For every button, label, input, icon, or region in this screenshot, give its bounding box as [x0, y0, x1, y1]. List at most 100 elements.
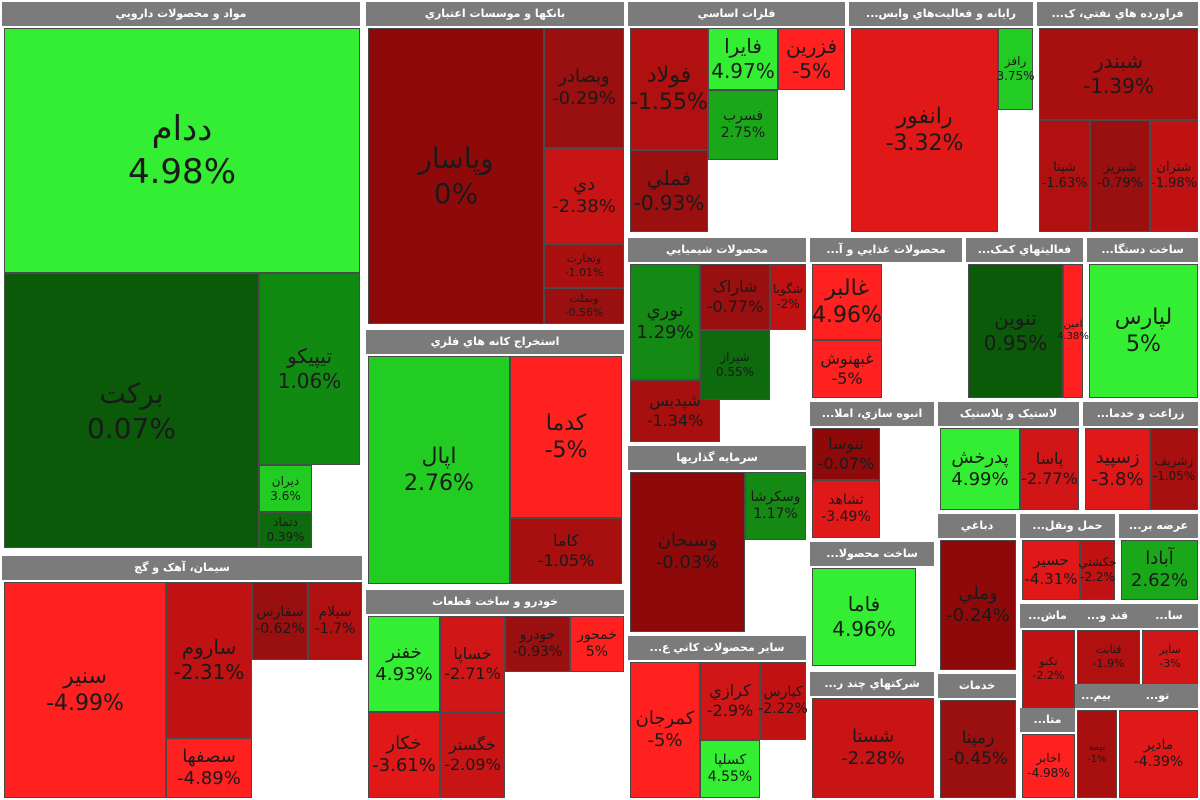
stock-tile[interactable]: کمرجان -5% — [630, 662, 700, 798]
sector-title: استخراج کانه هاي فلزي — [366, 330, 624, 354]
stock-change: -2.71% — [444, 664, 501, 683]
stock-tile[interactable]: غبهنوش -5% — [812, 340, 882, 398]
stock-tile[interactable]: شتران -1.98% — [1150, 120, 1198, 232]
stock-tile[interactable]: پدرخش 4.99% — [940, 428, 1020, 510]
stock-tile[interactable]: سفارس -0.62% — [252, 582, 308, 660]
stock-tile[interactable]: غالبر 4.96% — [812, 264, 882, 340]
stock-tile[interactable]: نوري 1.29% — [630, 264, 700, 380]
stock-tile[interactable]: قثابت -1.9% — [1077, 630, 1140, 684]
stock-tile[interactable]: ثشاهد -3.49% — [812, 480, 880, 538]
stock-tile[interactable]: تنوين 0.95% — [968, 264, 1063, 398]
stock-change: -1.98% — [1151, 176, 1197, 191]
stock-tile[interactable]: شاراک -0.77% — [700, 264, 770, 330]
stock-tile[interactable]: کاما -1.05% — [510, 518, 622, 584]
stock-symbol: وملي — [958, 582, 998, 604]
stock-symbol: سنير — [63, 663, 107, 689]
stock-tile[interactable]: امين 4.38% — [1057, 264, 1089, 398]
stock-symbol: خفنر — [386, 641, 422, 663]
stock-change: -0.07% — [817, 454, 875, 473]
stock-tile[interactable]: فسرب 2.75% — [708, 90, 778, 160]
stock-tile[interactable]: کسلپا 4.55% — [700, 740, 760, 798]
stock-tile[interactable]: ساير -3% — [1142, 630, 1198, 684]
stock-tile[interactable]: اخابر -4.98% — [1022, 734, 1075, 798]
stock-change: -1.05% — [537, 551, 595, 570]
stock-tile[interactable]: وتجارت -1.01% — [544, 244, 624, 288]
stock-tile[interactable]: برکت 0.07% — [4, 273, 259, 548]
stock-tile[interactable]: مادير -4.39% — [1119, 710, 1198, 798]
stock-tile[interactable]: خساپا -2.71% — [440, 616, 505, 712]
stock-tile[interactable]: شستا -2.28% — [812, 698, 934, 798]
sector-title: سيمان، آهک و گچ — [2, 556, 362, 580]
stock-change: -2.09% — [444, 755, 501, 774]
stock-symbol: اخابر — [1036, 751, 1061, 765]
stock-tile[interactable]: وپاسار 0% — [368, 28, 544, 324]
stock-symbol: تکنو — [1039, 655, 1058, 669]
stock-tile[interactable]: وملي -0.24% — [940, 540, 1016, 670]
stock-tile[interactable]: ساروم -2.31% — [166, 582, 252, 738]
stock-change: -1% — [1087, 754, 1107, 765]
stock-tile[interactable]: خودرو -0.93% — [505, 616, 570, 672]
stock-tile[interactable]: سيلام -1.7% — [308, 582, 362, 660]
stock-tile[interactable]: دي -2.38% — [544, 148, 624, 244]
stock-change: -1.63% — [1041, 176, 1088, 191]
stock-symbol: مادير — [1143, 736, 1174, 753]
stock-tile[interactable]: رافز 3.75% — [996, 28, 1035, 110]
stock-tile[interactable]: زسپيد -3.8% — [1085, 428, 1150, 510]
stock-tile[interactable]: خگستر -2.09% — [440, 712, 505, 798]
stock-tile[interactable]: تيپيکو 1.06% — [259, 273, 360, 465]
stock-tile[interactable]: اپال 2.76% — [368, 356, 510, 584]
stock-tile[interactable]: کدما -5% — [510, 356, 622, 518]
stock-tile[interactable]: وسکرشا 1.17% — [745, 472, 806, 540]
stock-symbol: شگويا — [773, 282, 803, 296]
stock-tile[interactable]: ديران 3.6% — [259, 465, 312, 512]
stock-tile[interactable]: خمحور 5% — [570, 616, 624, 672]
stock-change: -2% — [776, 297, 800, 311]
stock-tile[interactable]: وبصادر -0.29% — [544, 28, 624, 148]
stock-tile[interactable]: شيراز 0.55% — [700, 330, 770, 400]
stock-tile[interactable]: سنير -4.99% — [4, 582, 166, 798]
stock-tile[interactable]: فاما 4.96% — [812, 568, 916, 666]
stock-change: -0.29% — [552, 88, 616, 109]
stock-change: -0.45% — [947, 749, 1009, 769]
stock-change: 5% — [1126, 332, 1161, 357]
stock-symbol: بيمه — [1088, 741, 1106, 753]
stock-tile[interactable]: شگويا -2% — [770, 264, 806, 330]
stock-tile[interactable]: ددام 4.98% — [4, 28, 360, 273]
stock-symbol: قثابت — [1095, 643, 1122, 657]
stock-tile[interactable]: آبادا 2.62% — [1121, 540, 1198, 600]
stock-tile[interactable]: بيمه -1% — [1077, 710, 1117, 798]
stock-symbol: رافز — [1004, 54, 1027, 68]
stock-tile[interactable]: سصفها -4.89% — [166, 738, 252, 798]
stock-tile[interactable]: دتماد 0.39% — [259, 512, 312, 548]
stock-tile[interactable]: زشريف -1.05% — [1150, 428, 1198, 510]
stock-symbol: کمرجان — [635, 707, 695, 729]
stock-tile[interactable]: رمپنا -0.45% — [940, 700, 1016, 798]
stock-tile[interactable]: شپنا -1.63% — [1039, 120, 1090, 232]
stock-tile[interactable]: فزرين -5% — [778, 28, 845, 90]
sector-title: سرمايه گذاريها — [628, 446, 806, 470]
stock-tile[interactable]: وبملت -0.56% — [544, 288, 624, 324]
stock-tile[interactable]: رانفور -3.32% — [851, 28, 998, 232]
stock-change: -1.39% — [1083, 74, 1154, 98]
stock-tile[interactable]: شبندر -1.39% — [1039, 28, 1198, 120]
stock-tile[interactable]: حسير -4.31% — [1022, 540, 1080, 600]
stock-symbol: غبهنوش — [820, 349, 874, 368]
stock-tile[interactable]: حکشتي -2.2% — [1078, 540, 1117, 600]
stock-symbol: خودرو — [519, 626, 556, 643]
stock-tile[interactable]: وسبحان -0.03% — [630, 472, 745, 632]
stock-tile[interactable]: کپارس -2.22% — [758, 662, 808, 740]
sector-title: محصولات شيميايي — [628, 238, 806, 262]
stock-tile[interactable]: خکار -3.61% — [368, 712, 440, 798]
stock-tile[interactable]: کرازي -2.9% — [700, 662, 760, 740]
stock-tile[interactable]: فايرا 4.97% — [708, 28, 778, 90]
stock-change: 2.62% — [1130, 570, 1189, 591]
stock-tile[interactable]: لپارس 5% — [1089, 264, 1198, 398]
stock-tile[interactable]: ثنوسا -0.07% — [812, 428, 880, 480]
stock-tile[interactable]: تکنو -2.2% — [1022, 630, 1075, 708]
stock-symbol: وبملت — [569, 292, 599, 306]
stock-tile[interactable]: پاسا -2.77% — [1020, 428, 1079, 510]
stock-tile[interactable]: فملي -0.93% — [630, 150, 708, 232]
stock-tile[interactable]: شبريز -0.79% — [1090, 120, 1150, 232]
stock-tile[interactable]: خفنر 4.93% — [368, 616, 440, 712]
stock-tile[interactable]: فولاد -1.55% — [630, 28, 708, 150]
